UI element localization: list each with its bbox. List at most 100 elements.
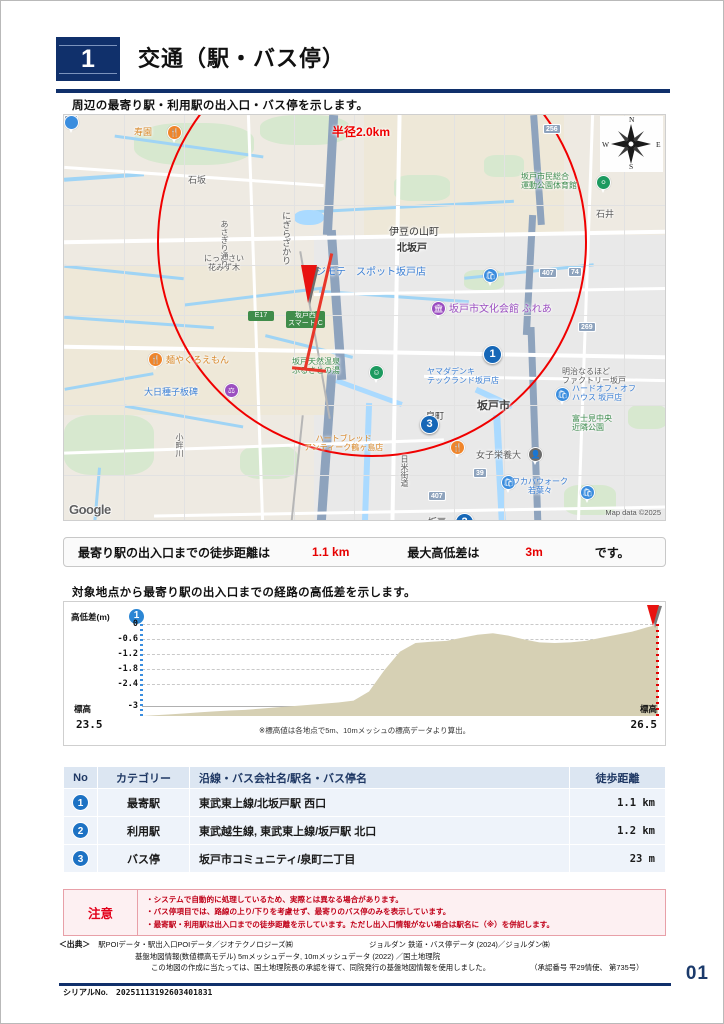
poi-label-meiji: 明治なるほど ファクトリー坂戸 (562, 367, 626, 385)
poi-label-sakadoshi: 坂戸市 (477, 400, 510, 412)
walking-distance-summary: 最寄り駅の出入口までの徒歩距離は 1.1 km 最大高低差は 3m です。 (63, 537, 666, 567)
sources-line1a: 駅POIデータ・駅出入口POIデータ／ジオテクノロジーズ㈱ (98, 940, 293, 949)
poi-label-kitazakado: 北坂戸 (397, 243, 427, 254)
chart-left-axis-dots (140, 624, 143, 716)
map-attribution: Map data ©2025 (605, 508, 661, 517)
ytick-5: -3 (127, 701, 138, 711)
table-row[interactable]: 1 最寄駅 東武東上線/北坂戸駅 西口 1.1 km (63, 788, 666, 817)
historic-pin[interactable]: ⚖ (224, 383, 239, 401)
map-marker-1[interactable]: 1 (483, 345, 502, 364)
hardoff-pin[interactable] (64, 115, 79, 133)
row-category-1: 最寄駅 (97, 788, 190, 817)
page-header: 1 交通（駅・バス停） (1, 31, 724, 89)
chart-area-series (142, 624, 658, 716)
chart-caption: 対象地点から最寄り駅の出入口までの経路の高低差を示します。 (72, 587, 416, 599)
footer-divider (59, 983, 671, 986)
yamada-pin[interactable]: 🛍 (501, 475, 516, 493)
route-shield-39b: 39 (473, 468, 487, 478)
map-marker-3[interactable]: 3 (420, 415, 439, 434)
chart-plot-area (140, 605, 662, 716)
ytick-3: -1.8 (117, 664, 138, 674)
poi-label-arakawa: 小畔川 (174, 433, 184, 457)
poi-label-fujimi: 富士見中央 近隣公園 (572, 414, 612, 432)
chart-end-elevation-value: 26.5 (630, 718, 658, 731)
sources-block: ＜出典＞ 駅POIデータ・駅出入口POIデータ／ジオテクノロジーズ㈱ ジョルダン… (59, 939, 671, 973)
row-no-badge: 3 (63, 844, 98, 873)
transit-table: No カテゴリー 沿線・バス会社名/駅名・バス停名 徒歩距離 1 最寄駅 東武東… (63, 766, 666, 873)
table-row[interactable]: 3 バス停 坂戸市コミュニティ/泉町二丁目 23 m (63, 844, 666, 873)
table-header-no: No (63, 766, 98, 789)
summary-label-distance: 最寄り駅の出入口までの徒歩距離は (78, 545, 271, 560)
header-divider (56, 89, 670, 93)
table-header-row: No カテゴリー 沿線・バス会社名/駅名・バス停名 徒歩距離 (63, 766, 666, 789)
notice-items: ・システムで自動的に処理しているため、実際とは異なる場合があります。 ・バス停項… (138, 890, 665, 935)
poi-label-joshi: 女子栄養大 (476, 450, 522, 460)
ytick-4: -2.4 (117, 679, 138, 689)
sources-line1b: ジョルダン 鉄道・バス停データ (2024)／ジョルダン㈱ (368, 940, 550, 949)
sources-line2: 基盤地図情報(数値標高モデル) 5mメッシュデータ, 10mメッシュデータ (2… (135, 951, 441, 961)
radius-label: 半径2.0km (332, 125, 391, 139)
poi-label-heartbread: ハートブレッド アンティーク鶴ヶ島店 (304, 434, 384, 452)
table-header-distance: 徒歩距離 (569, 766, 666, 789)
row-no-1: 1 (72, 794, 89, 811)
route-shield-74: 74 (568, 267, 582, 277)
notice-item-1: ・システムで自動的に処理しているため、実際とは異なる場合があります。 (146, 895, 403, 904)
notice-box: 注意 ・システムで自動的に処理しているため、実際とは異なる場合があります。 ・バ… (63, 889, 666, 936)
summary-value-elevation: 3m (525, 545, 543, 559)
route-shield-269: 269 (578, 322, 596, 332)
row-name-2: 東武越生線, 東武東上線/坂戸駅 北口 (189, 816, 570, 845)
ytick-2: -1.2 (117, 649, 138, 659)
table-header-category: カテゴリー (97, 766, 190, 789)
google-logo: Google (69, 502, 111, 517)
ramen-pin[interactable]: 🍴 (148, 352, 163, 370)
summary-label-elevation: 最大高低差は (407, 545, 480, 560)
chart-end-marker (645, 604, 665, 630)
poi-label-sakado-eki: 坂戸 (428, 517, 446, 520)
surroundings-map[interactable]: 半径2.0km 1 2 3 (63, 114, 666, 521)
poi-label-ishizaka: 石坂 (188, 175, 207, 185)
poi-label-ishii: 石井 (596, 209, 615, 219)
route-shield-407b: 407 (428, 491, 446, 501)
compass-north-label: N (629, 115, 635, 124)
map-caption: 周辺の最寄り駅・利用駅の出入口・バス停を示します。 (72, 100, 369, 112)
sources-line3b: （承認番号 平29情使、 第735号） (530, 962, 644, 972)
hardoff-store-pin[interactable]: 🛍 (555, 387, 570, 405)
chart-start-elevation-value: 23.5 (76, 718, 103, 731)
culture-hall-pin[interactable]: 🏛 (431, 301, 446, 319)
compass-west-label: W (602, 140, 610, 149)
ytick-1: -0.6 (117, 634, 138, 644)
page-number: 01 (685, 963, 709, 984)
row-category-2: 利用駅 (97, 816, 190, 845)
university-pin[interactable]: 👤 (528, 447, 543, 465)
sources-row-1: ＜出典＞ 駅POIデータ・駅出入口POIデータ／ジオテクノロジーズ㈱ ジョルダン… (59, 939, 671, 951)
table-row[interactable]: 2 利用駅 東武越生線, 東武東上線/坂戸駅 北口 1.2 km (63, 816, 666, 845)
compass-east-label: E (656, 140, 661, 149)
row-no-3: 3 (72, 850, 89, 867)
sources-row-2: 基盤地図情報(数値標高モデル) 5mメッシュデータ, 10mメッシュデータ (2… (59, 951, 671, 962)
sources-label: ＜出典＞ (59, 940, 91, 949)
elevation-profile-chart: 高低差(m) 1 0 -0.6 -1.2 -1.8 -2.4 -3 (63, 601, 666, 746)
chart-y-axis-title: 高低差(m) (71, 612, 110, 622)
poi-label-asagiri: あさぎり通り (219, 220, 229, 268)
poi-label-bunka: 坂戸市文化会館 ふれあ (449, 304, 552, 315)
poi-label-izunoyamacho: 伊豆の山町 (389, 227, 439, 238)
sports-park-pin[interactable]: ⚪ (596, 175, 611, 193)
serial-number: シリアルNo. 20251113192603401831 (63, 987, 212, 998)
row-distance-1: 1.1 km (569, 788, 666, 817)
compass-rose: N E S W (600, 115, 663, 172)
poi-label-menya: 麺やくろえもん (166, 355, 230, 365)
row-no-2: 2 (72, 822, 89, 839)
route-shield-256: 256 (543, 124, 561, 134)
notice-item-3: ・最寄駅・利用駅は出入口までの徒歩距離を示しています。ただし出入口情報がない場合… (146, 919, 555, 929)
wakaba-walk-pin[interactable]: 🛍 (580, 485, 595, 503)
sources-line3a: この地図の作成に当たっては、国土地理院長の承認を得て、同院発行の基盤地図情報を使… (151, 962, 491, 972)
store-pin-jimote[interactable]: 🛍 (483, 268, 498, 286)
row-name-3: 坂戸市コミュニティ/泉町二丁目 (189, 844, 570, 873)
restaurant-pin-kotoen[interactable]: 🍴 (167, 125, 182, 143)
bakery-pin[interactable]: 🍴 (450, 440, 465, 458)
ytick-0: 0 (132, 619, 138, 629)
onsen-pin[interactable]: ☺ (369, 365, 384, 383)
poi-label-kotoen: 寿園 (134, 127, 153, 137)
poi-label-jimote: ジモテ スポット坂戸店 (316, 267, 426, 278)
